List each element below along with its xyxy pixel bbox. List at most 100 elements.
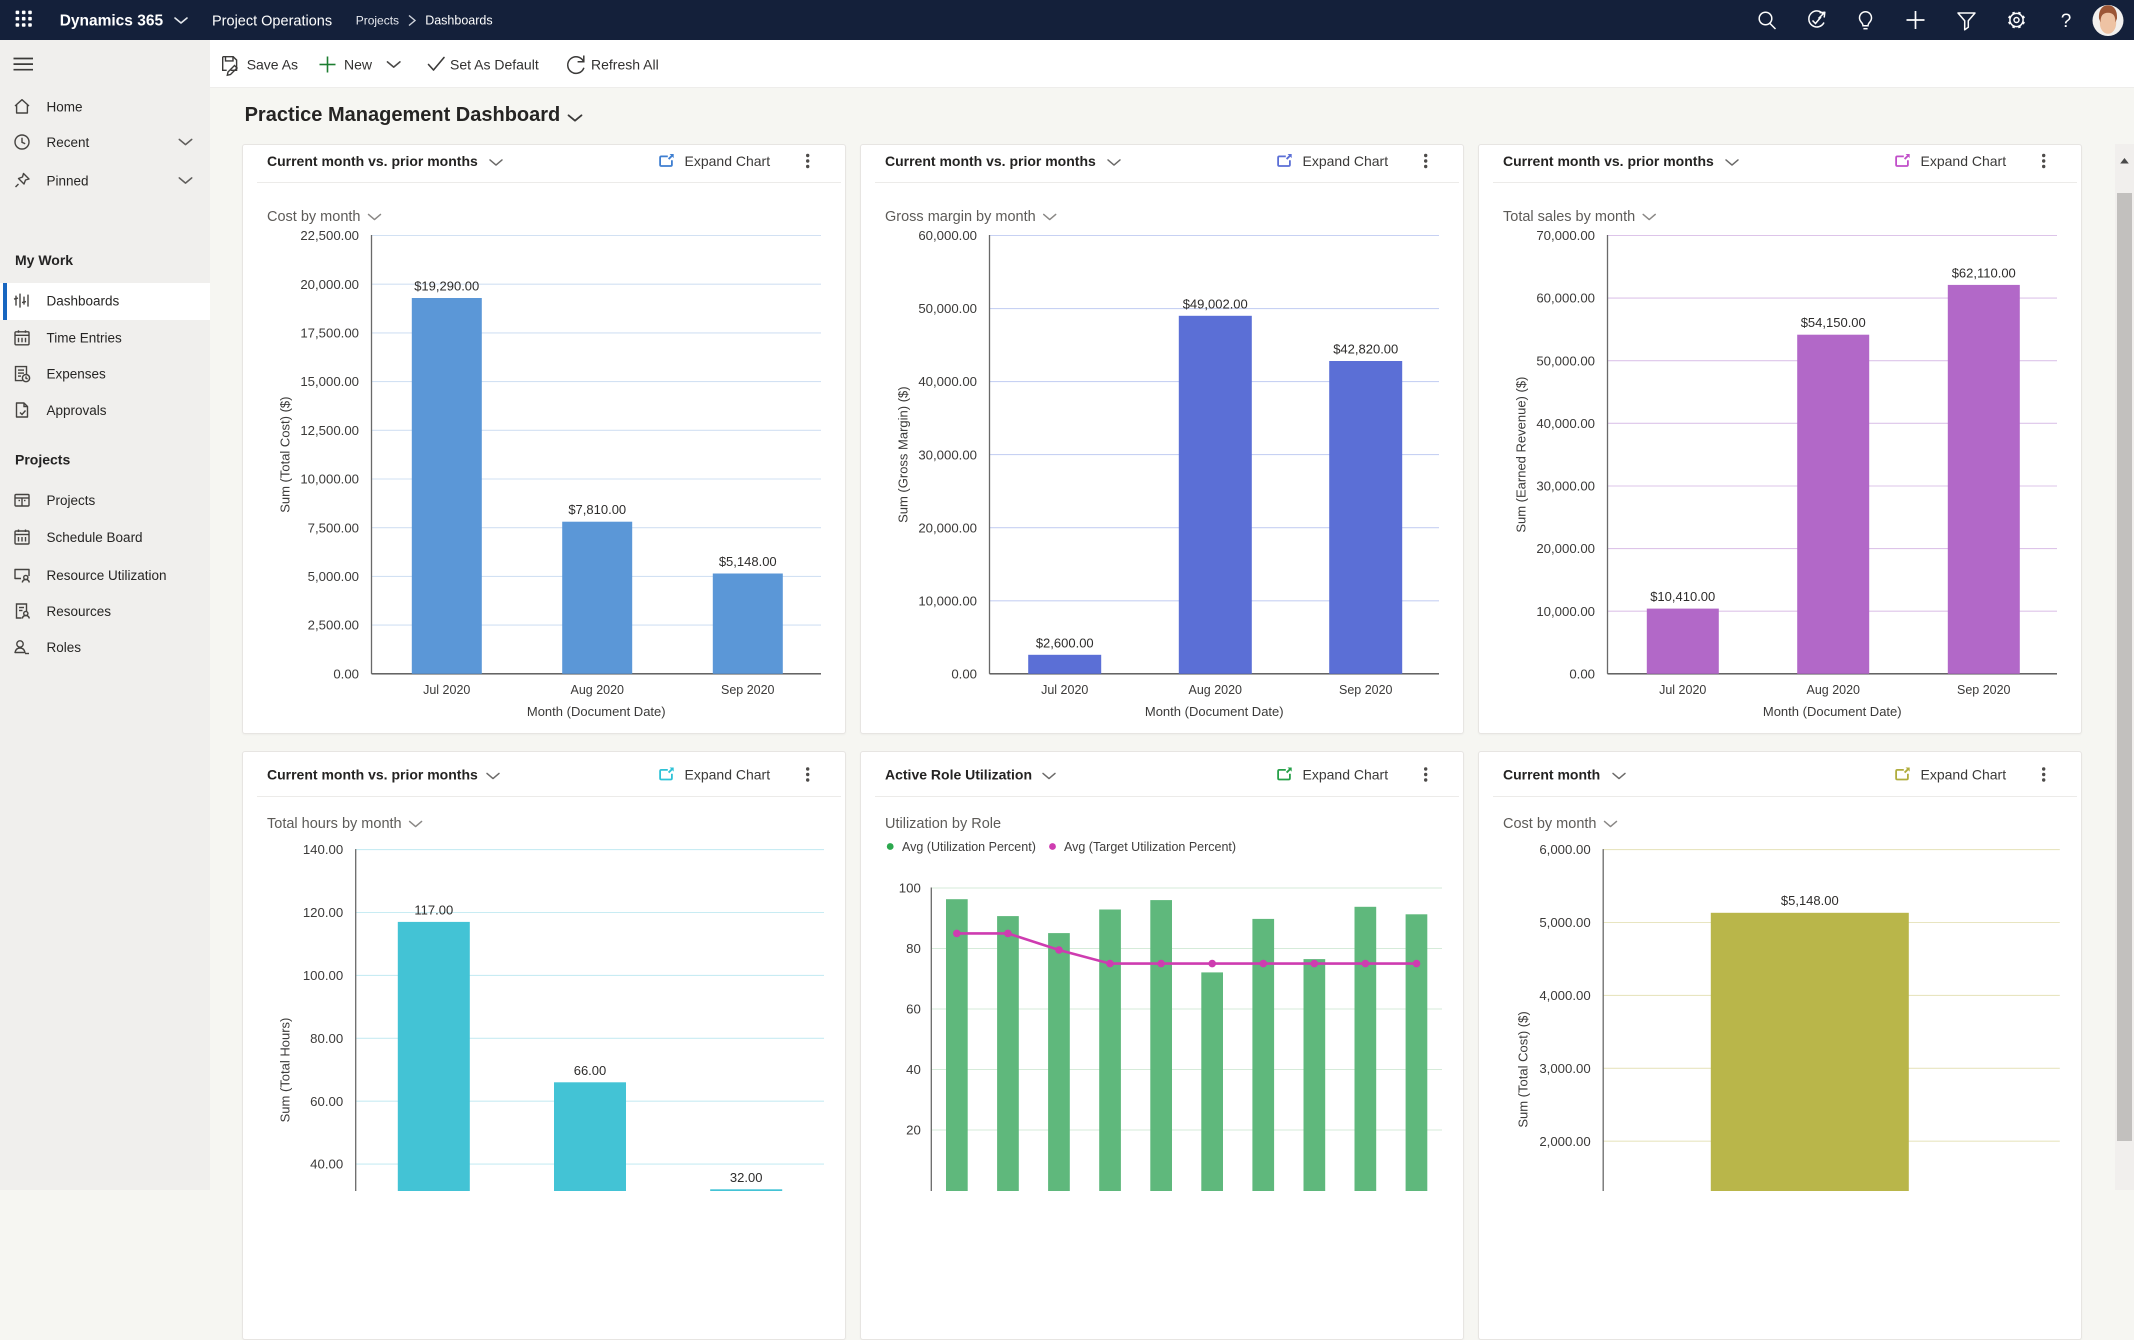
svg-text:7,500.00: 7,500.00 [308, 520, 359, 535]
svg-text:Month (Document Date): Month (Document Date) [527, 704, 666, 719]
svg-text:60,000.00: 60,000.00 [1536, 291, 1595, 306]
svg-text:Jul 2020: Jul 2020 [1659, 683, 1706, 697]
svg-text:Dynamics 365: Dynamics 365 [60, 13, 164, 30]
svg-text:Cost by month: Cost by month [267, 209, 361, 225]
svg-text:Aug 2020: Aug 2020 [1188, 683, 1242, 697]
svg-text:$5,148.00: $5,148.00 [719, 554, 777, 569]
svg-text:Pinned: Pinned [47, 173, 89, 188]
svg-text:10,000.00: 10,000.00 [300, 472, 359, 487]
svg-text:70,000.00: 70,000.00 [1536, 228, 1595, 243]
svg-text:Current month vs. prior months: Current month vs. prior months [885, 153, 1096, 169]
svg-text:120.00: 120.00 [303, 905, 343, 920]
svg-text:4,000.00: 4,000.00 [1539, 988, 1590, 1003]
svg-text:0.00: 0.00 [1569, 666, 1595, 681]
svg-text:$5,148.00: $5,148.00 [1781, 893, 1839, 908]
svg-text:40,000.00: 40,000.00 [918, 374, 977, 389]
svg-text:32.00: 32.00 [730, 1170, 763, 1185]
svg-text:Schedule Board: Schedule Board [47, 530, 143, 545]
svg-text:12,500.00: 12,500.00 [300, 423, 359, 438]
svg-text:30,000.00: 30,000.00 [1536, 479, 1595, 494]
svg-text:$2,600.00: $2,600.00 [1036, 635, 1094, 650]
svg-text:Expenses: Expenses [47, 366, 107, 381]
svg-text:2,000.00: 2,000.00 [1539, 1134, 1590, 1149]
svg-text:Recent: Recent [47, 135, 90, 150]
svg-text:117.00: 117.00 [414, 902, 453, 917]
svg-text:Expand Chart: Expand Chart [1921, 767, 2007, 783]
svg-text:$62,110.00: $62,110.00 [1952, 265, 2016, 280]
svg-text:Current month vs. prior months: Current month vs. prior months [267, 767, 478, 783]
svg-text:0.00: 0.00 [333, 666, 359, 681]
svg-text:20,000.00: 20,000.00 [300, 277, 359, 292]
svg-text:Sum (Gross Margin) ($): Sum (Gross Margin) ($) [896, 386, 911, 523]
svg-text:40,000.00: 40,000.00 [1536, 416, 1595, 431]
svg-text:Aug 2020: Aug 2020 [1806, 683, 1860, 697]
svg-text:Gross margin by month: Gross margin by month [885, 209, 1036, 225]
svg-text:Dashboards: Dashboards [47, 293, 120, 308]
svg-text:50,000.00: 50,000.00 [1536, 353, 1595, 368]
svg-text:Sum (Earned Revenue) ($): Sum (Earned Revenue) ($) [1514, 377, 1529, 533]
svg-text:Total sales by month: Total sales by month [1503, 209, 1635, 225]
svg-text:6,000.00: 6,000.00 [1539, 842, 1590, 857]
svg-text:30,000.00: 30,000.00 [918, 447, 977, 462]
svg-text:10,000.00: 10,000.00 [1536, 604, 1595, 619]
svg-text:0.00: 0.00 [951, 666, 977, 681]
svg-text:Avg (Target Utilization Percen: Avg (Target Utilization Percent) [1064, 840, 1236, 854]
svg-text:80.00: 80.00 [310, 1031, 343, 1046]
svg-text:Resource Utilization: Resource Utilization [47, 568, 167, 583]
svg-text:Expand Chart: Expand Chart [1303, 153, 1389, 169]
svg-text:Month (Document Date): Month (Document Date) [1763, 704, 1902, 719]
svg-text:Dashboards: Dashboards [425, 14, 492, 28]
svg-text:60,000.00: 60,000.00 [918, 228, 977, 243]
svg-text:80: 80 [906, 941, 921, 956]
svg-text:$42,820.00: $42,820.00 [1333, 341, 1398, 356]
svg-text:Projects: Projects [356, 14, 399, 28]
svg-text:100.00: 100.00 [303, 968, 343, 983]
svg-text:Projects: Projects [47, 493, 96, 508]
svg-text:100: 100 [899, 881, 921, 896]
svg-text:?: ? [2061, 11, 2072, 32]
svg-text:22,500.00: 22,500.00 [300, 228, 359, 243]
svg-text:Avg (Utilization Percent): Avg (Utilization Percent) [902, 840, 1036, 854]
svg-text:My Work: My Work [15, 252, 73, 268]
svg-text:Project Operations: Project Operations [212, 14, 332, 30]
svg-text:15,000.00: 15,000.00 [300, 374, 359, 389]
svg-text:3,000.00: 3,000.00 [1539, 1061, 1590, 1076]
svg-text:5,000.00: 5,000.00 [308, 569, 359, 584]
svg-text:Current month: Current month [1503, 767, 1600, 783]
svg-text:Home: Home [47, 99, 83, 114]
svg-text:Expand Chart: Expand Chart [685, 767, 771, 783]
svg-text:50,000.00: 50,000.00 [918, 301, 977, 316]
svg-text:Jul 2020: Jul 2020 [423, 683, 470, 697]
svg-text:10,000.00: 10,000.00 [918, 593, 977, 608]
svg-text:20,000.00: 20,000.00 [918, 520, 977, 535]
svg-text:Cost by month: Cost by month [1503, 816, 1597, 832]
svg-text:Jul 2020: Jul 2020 [1041, 683, 1088, 697]
svg-text:5,000.00: 5,000.00 [1539, 915, 1590, 930]
svg-text:40.00: 40.00 [310, 1157, 343, 1172]
svg-text:Sum (Total Cost) ($): Sum (Total Cost) ($) [278, 396, 293, 512]
svg-text:Total hours by month: Total hours by month [267, 816, 402, 832]
svg-text:60: 60 [906, 1002, 921, 1017]
svg-text:Sum (Total Hours): Sum (Total Hours) [278, 1018, 293, 1123]
svg-text:Active Role Utilization: Active Role Utilization [885, 767, 1032, 783]
svg-text:Approvals: Approvals [47, 403, 107, 418]
svg-text:60.00: 60.00 [310, 1094, 343, 1109]
svg-text:Month (Document Date): Month (Document Date) [1145, 704, 1284, 719]
svg-text:20,000.00: 20,000.00 [1536, 541, 1595, 556]
svg-text:Aug 2020: Aug 2020 [570, 683, 624, 697]
svg-text:Projects: Projects [15, 452, 70, 468]
svg-text:40: 40 [906, 1062, 921, 1077]
svg-text:Current month vs. prior months: Current month vs. prior months [267, 153, 478, 169]
svg-text:Resources: Resources [47, 604, 112, 619]
svg-text:$19,290.00: $19,290.00 [414, 279, 479, 294]
svg-text:$10,410.00: $10,410.00 [1650, 589, 1715, 604]
svg-text:66.00: 66.00 [574, 1063, 607, 1078]
svg-text:$54,150.00: $54,150.00 [1801, 315, 1866, 330]
svg-text:Sep 2020: Sep 2020 [1339, 683, 1393, 697]
svg-text:Expand Chart: Expand Chart [1303, 767, 1389, 783]
svg-text:$7,810.00: $7,810.00 [568, 502, 626, 517]
svg-text:Sum (Total Cost) ($): Sum (Total Cost) ($) [1516, 1011, 1531, 1127]
svg-text:Expand Chart: Expand Chart [1921, 153, 2007, 169]
svg-text:Sep 2020: Sep 2020 [721, 683, 775, 697]
svg-text:Roles: Roles [47, 640, 82, 655]
